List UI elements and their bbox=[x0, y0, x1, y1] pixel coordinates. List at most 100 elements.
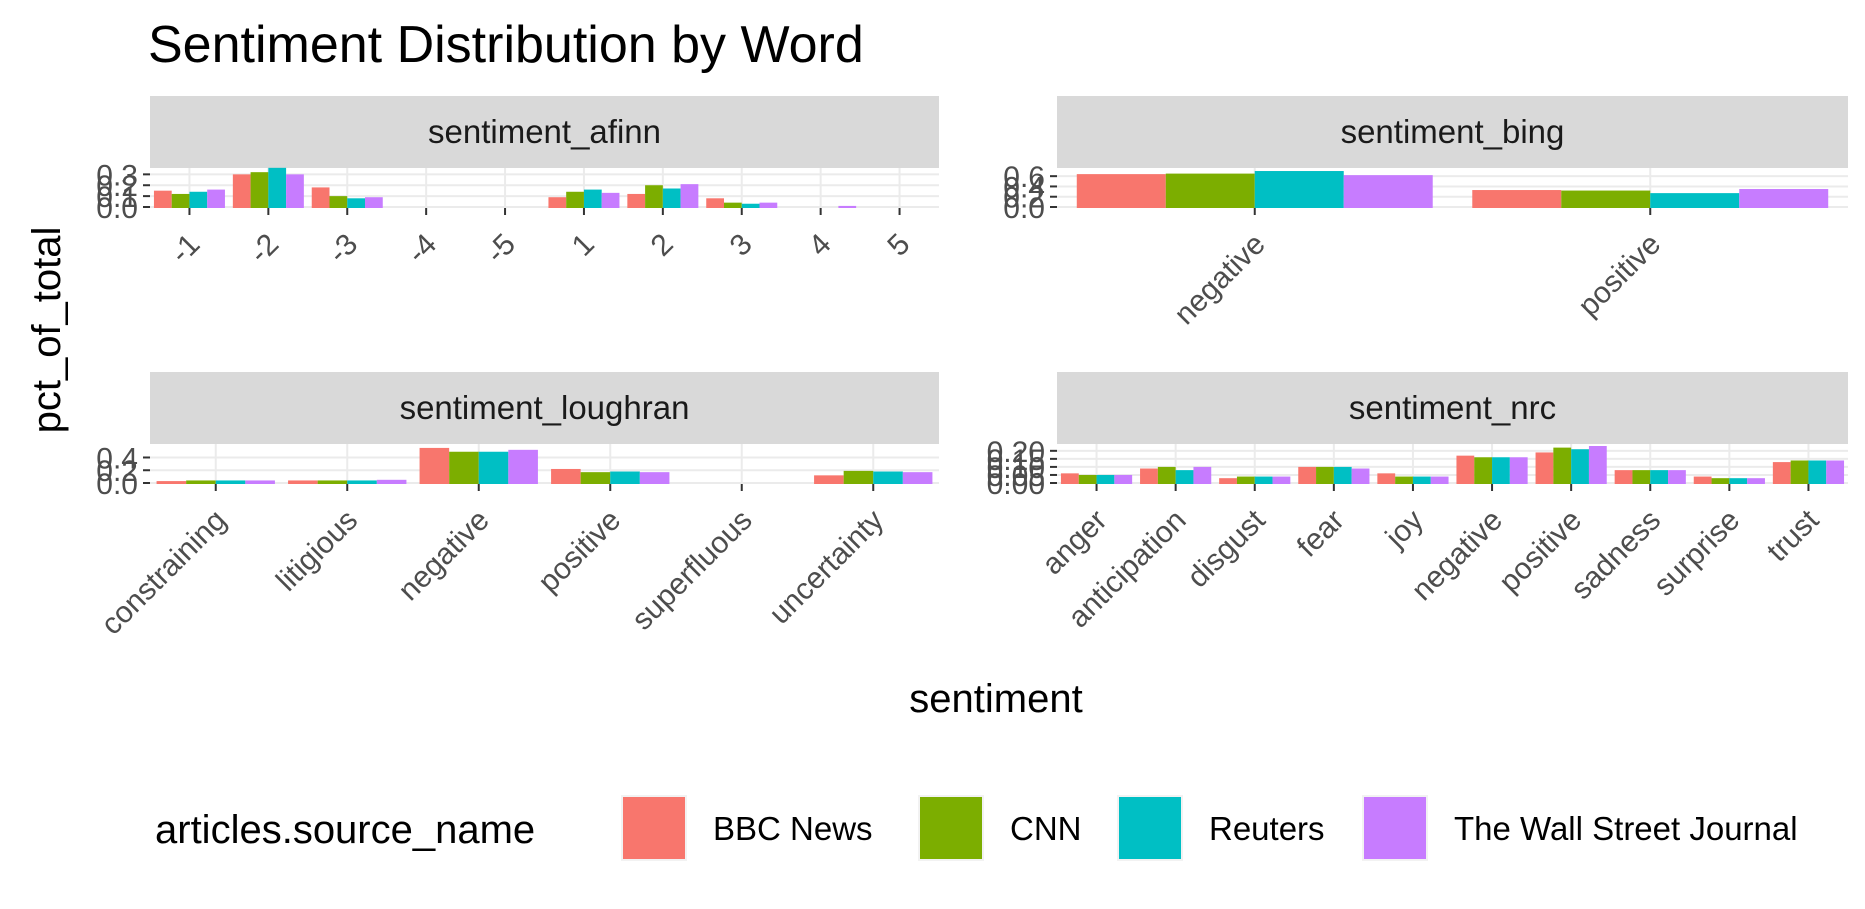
legend-title: articles.source_name bbox=[155, 808, 535, 852]
bar bbox=[329, 196, 348, 208]
y-tick-label: 0.2 bbox=[96, 455, 138, 488]
x-tick-label: -4 bbox=[401, 228, 443, 270]
y-tick-label: 0.0 bbox=[96, 468, 138, 501]
bar bbox=[1254, 171, 1344, 208]
bar bbox=[250, 172, 269, 208]
bar bbox=[1157, 466, 1176, 484]
bar bbox=[1747, 478, 1765, 484]
bar bbox=[723, 202, 742, 208]
bar bbox=[1254, 476, 1273, 484]
x-tick-label: fear bbox=[1291, 504, 1351, 564]
bar bbox=[1236, 476, 1255, 484]
bar bbox=[639, 472, 670, 484]
facet-strip-label: sentiment_afinn bbox=[428, 113, 661, 150]
x-tick-label: disgust bbox=[1181, 503, 1272, 594]
x-tick-label: 4 bbox=[802, 228, 837, 263]
bar bbox=[1272, 476, 1291, 484]
bar bbox=[1298, 466, 1317, 484]
legend-item: The Wall Street Journal bbox=[1362, 795, 1798, 861]
bar bbox=[1492, 457, 1510, 484]
x-tick-label: superfluous bbox=[626, 504, 759, 637]
bar bbox=[1650, 470, 1669, 484]
legend-swatch bbox=[1364, 797, 1426, 859]
x-tick-label: 3 bbox=[724, 228, 759, 263]
x-tick-label: constraining bbox=[95, 504, 233, 642]
y-tick-label: 0.0 bbox=[96, 192, 138, 225]
x-tick-label: litigious bbox=[270, 504, 364, 598]
bar bbox=[566, 191, 584, 208]
x-tick-label: -1 bbox=[164, 228, 206, 270]
facet-strip bbox=[150, 96, 939, 168]
bar bbox=[1351, 468, 1370, 484]
y-tick-label: 0.10 bbox=[987, 452, 1045, 485]
y-tick-label: 0.1 bbox=[96, 181, 138, 214]
y-tick-label: 0.15 bbox=[987, 444, 1045, 477]
bar bbox=[215, 480, 246, 484]
bar bbox=[759, 202, 778, 208]
bar bbox=[478, 451, 509, 484]
bar bbox=[1219, 478, 1237, 484]
legend-swatch bbox=[920, 797, 982, 859]
bar bbox=[662, 188, 681, 208]
bar bbox=[1772, 462, 1791, 484]
legend-item: CNN bbox=[918, 795, 1082, 861]
bar bbox=[610, 471, 640, 484]
bar bbox=[1561, 190, 1651, 208]
chart-title: Sentiment Distribution by Word bbox=[148, 16, 864, 74]
bar bbox=[680, 184, 699, 208]
bar bbox=[245, 480, 275, 484]
bar bbox=[551, 468, 581, 484]
bar bbox=[1739, 189, 1829, 208]
bar bbox=[814, 475, 844, 484]
bar bbox=[1535, 452, 1554, 484]
y-tick-label: 0.05 bbox=[987, 460, 1045, 493]
y-tick-label: 0.20 bbox=[987, 436, 1045, 469]
bar bbox=[1650, 193, 1740, 208]
x-axis-title: sentiment bbox=[909, 677, 1082, 721]
x-tick-label: 5 bbox=[881, 228, 916, 263]
x-tick-label: joy bbox=[1379, 504, 1430, 555]
bar bbox=[1430, 476, 1449, 484]
y-tick-label: 0.2 bbox=[96, 170, 138, 203]
bar bbox=[347, 198, 366, 208]
bar bbox=[1553, 447, 1572, 484]
bar bbox=[580, 472, 611, 484]
bar bbox=[268, 167, 287, 208]
x-tick-label: positive bbox=[1572, 228, 1667, 323]
bar bbox=[741, 203, 760, 208]
legend-label: The Wall Street Journal bbox=[1454, 810, 1798, 847]
bar bbox=[1343, 175, 1433, 208]
bar bbox=[1808, 460, 1827, 484]
facet-panel-sentiment_bing: sentiment_bing 0.00.20.40.6 negative positi… bbox=[1003, 96, 1848, 331]
facet-panel-sentiment_loughran: sentiment_loughran 0.00.20.4 constraining l… bbox=[95, 372, 939, 641]
bar bbox=[449, 451, 479, 484]
bar bbox=[1826, 460, 1845, 484]
y-tick-label: 0.0 bbox=[1003, 192, 1045, 225]
bar bbox=[1571, 449, 1589, 484]
facet-strip-label: sentiment_bing bbox=[1341, 113, 1565, 150]
bar bbox=[706, 198, 724, 208]
bar bbox=[1175, 470, 1194, 484]
bar bbox=[419, 447, 450, 484]
facet-strip bbox=[1057, 372, 1848, 444]
x-tick-label: sadness bbox=[1565, 504, 1667, 606]
bar bbox=[645, 185, 663, 208]
y-tick-label: 0.4 bbox=[96, 442, 138, 475]
bar bbox=[317, 480, 348, 484]
facet-strip bbox=[150, 372, 939, 444]
legend-swatch bbox=[623, 797, 685, 859]
facet-panel-sentiment_afinn: sentiment_afinn 0.00.10.20.3 -1 -2 -3 -4 -5 1 2 3… bbox=[96, 96, 939, 270]
bar bbox=[1729, 478, 1748, 484]
x-tick-label: uncertainty bbox=[763, 504, 890, 631]
bar bbox=[1078, 474, 1097, 484]
bar bbox=[1693, 476, 1712, 484]
bar bbox=[286, 174, 304, 208]
bar bbox=[347, 480, 377, 484]
bar bbox=[1165, 173, 1255, 208]
bar bbox=[207, 189, 225, 208]
bar bbox=[365, 197, 383, 208]
y-tick-label: 0.00 bbox=[987, 468, 1045, 501]
y-axis-title: pct_of_total bbox=[25, 227, 69, 434]
bar bbox=[1668, 470, 1686, 484]
